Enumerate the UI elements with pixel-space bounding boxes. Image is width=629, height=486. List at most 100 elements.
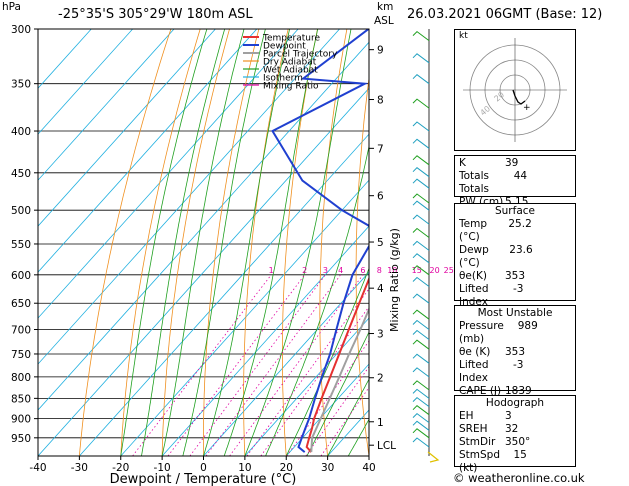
wet-adiabat-line xyxy=(223,29,319,456)
mixing-ratio-line xyxy=(167,274,306,456)
wind-barb xyxy=(412,178,430,189)
height-tick-label: 9 xyxy=(377,45,384,57)
dry-adiabat-line xyxy=(582,29,629,456)
height-tick-label: 2 xyxy=(377,373,384,385)
dry-adiabat-line xyxy=(161,29,230,456)
height-tick-label: 6 xyxy=(377,191,384,203)
isotherm-line xyxy=(38,29,258,273)
temperature-tick-label: -40 xyxy=(29,462,46,474)
wet-adiabat-line xyxy=(306,331,369,456)
wind-barb xyxy=(412,428,430,439)
dry-adiabat-line xyxy=(79,29,172,456)
pressure-tick-label: 850 xyxy=(11,393,31,405)
surface-value: 353 xyxy=(505,270,526,282)
mixing-ratio-line xyxy=(286,340,369,456)
hodograph-stat-row: StmDir 350° xyxy=(455,436,575,449)
wind-barb xyxy=(412,74,430,85)
mixing-ratio-label: 3 xyxy=(323,266,328,275)
height-tick-label: 5 xyxy=(377,237,384,249)
isotherm-line xyxy=(38,41,369,411)
surface-table: Surface Temp (°C) 25.2 Dewp (°C) 23.6 θe(K) 3… xyxy=(454,203,576,334)
wet-adiabat-line xyxy=(285,267,369,456)
isotherm-line xyxy=(120,179,369,456)
height-tick-label: 8 xyxy=(377,95,384,107)
wind-barb xyxy=(412,293,430,304)
wet-adiabat-line xyxy=(141,29,226,456)
wind-barb xyxy=(412,265,430,276)
surface-title: Surface xyxy=(494,205,535,217)
wind-barb xyxy=(412,339,430,350)
most-unstable-label: CAPE (J) xyxy=(459,385,502,397)
mixing-ratio-axis-label: Mixing Ratio (g/kg) xyxy=(388,228,401,332)
wet-adiabat-line xyxy=(265,144,369,456)
isotherm-line xyxy=(38,29,340,365)
pressure-tick-label: 350 xyxy=(11,79,31,91)
forecast-datetime: 26.03.2021 06GMT (Base: 12) xyxy=(407,7,603,22)
hodograph-stat-value: 15 xyxy=(513,449,527,461)
most-unstable-row: Pressure (mb) 989 xyxy=(455,320,575,346)
surface-value: -3 xyxy=(513,283,524,295)
wind-barb xyxy=(412,353,430,364)
wet-adiabat-line xyxy=(120,29,208,456)
wind-barb xyxy=(412,437,430,448)
wind-barb xyxy=(412,388,430,399)
most-unstable-title: Most Unstable xyxy=(477,307,553,319)
hodograph-table-title: Hodograph xyxy=(485,397,545,409)
wind-barb xyxy=(412,121,430,132)
wind-barb xyxy=(412,405,430,416)
temperature-tick-label: -10 xyxy=(154,462,171,474)
index-label: K xyxy=(459,157,466,169)
isotherm-line xyxy=(38,29,133,135)
pressure-tick-label: 500 xyxy=(11,205,31,217)
mixing-ratio-line xyxy=(320,386,369,456)
mixing-ratio-label: 15 xyxy=(412,266,422,275)
legend-entry: Wet Adiabat xyxy=(263,66,318,76)
hodograph-trace xyxy=(512,89,526,105)
hodograph-stat-value: 32 xyxy=(505,423,519,435)
dry-adiabat-line xyxy=(203,29,260,456)
wind-barb xyxy=(412,329,430,340)
index-value: 44 xyxy=(513,170,528,182)
temperature-tick-label: 20 xyxy=(280,462,293,474)
dry-adiabat-line xyxy=(120,29,201,456)
most-unstable-row: CAPE (J) 1839 xyxy=(455,385,575,398)
most-unstable-label: θe (K) xyxy=(459,346,491,358)
most-unstable-row: Lifted Index -3 xyxy=(455,359,575,385)
temperature-tick-label: -20 xyxy=(112,462,129,474)
wind-barb xyxy=(412,420,430,431)
legend-entry: Mixing Ratio xyxy=(263,82,319,92)
surface-row: Dewp (°C) 23.6 xyxy=(455,244,575,270)
hodograph-stat-label: StmDir xyxy=(459,436,496,448)
surface-value: 23.6 xyxy=(509,244,533,256)
hodograph-ring-label: 20 xyxy=(493,90,507,103)
legend-entry: Dewpoint xyxy=(263,42,306,52)
isotherm-line xyxy=(244,317,369,456)
dry-adiabat-line xyxy=(282,29,318,456)
pressure-tick-label: 450 xyxy=(11,168,31,180)
temperature-tick-label: 40 xyxy=(362,462,375,474)
hodograph-storm-marker: + xyxy=(523,103,531,113)
wind-barb xyxy=(412,155,430,166)
pressure-tick-label: 400 xyxy=(11,126,31,138)
surface-row: θe(K) 353 xyxy=(455,270,575,283)
pressure-tick-label: 950 xyxy=(11,433,31,445)
mixing-ratio-label: 6 xyxy=(360,266,365,275)
pressure-tick-label: 750 xyxy=(11,349,31,361)
mixing-ratio-label: 1 xyxy=(269,266,274,275)
most-unstable-value: 1839 xyxy=(505,385,532,397)
index-row: Totals Totals 44 xyxy=(455,170,575,196)
profile-lines xyxy=(271,29,369,453)
wind-barb xyxy=(412,98,430,109)
hodograph-stat-row: EH 3 xyxy=(455,410,575,423)
station-location: -25°35'S 305°29'W 180m ASL xyxy=(58,7,253,22)
wind-barb xyxy=(412,380,430,391)
hodograph-stat-label: StmSpd (kt) xyxy=(459,449,501,474)
wet-adiabat-line xyxy=(182,29,266,456)
indices-table: K 39 Totals Totals 44 PW (cm) 5.15 xyxy=(454,155,576,208)
hodograph-stat-row: SREH 32 xyxy=(455,423,575,436)
isotherm-line xyxy=(161,225,369,456)
asl-unit-label: ASL xyxy=(374,15,394,27)
pressure-tick-label: 800 xyxy=(11,372,31,384)
isotherm-line xyxy=(38,29,175,181)
